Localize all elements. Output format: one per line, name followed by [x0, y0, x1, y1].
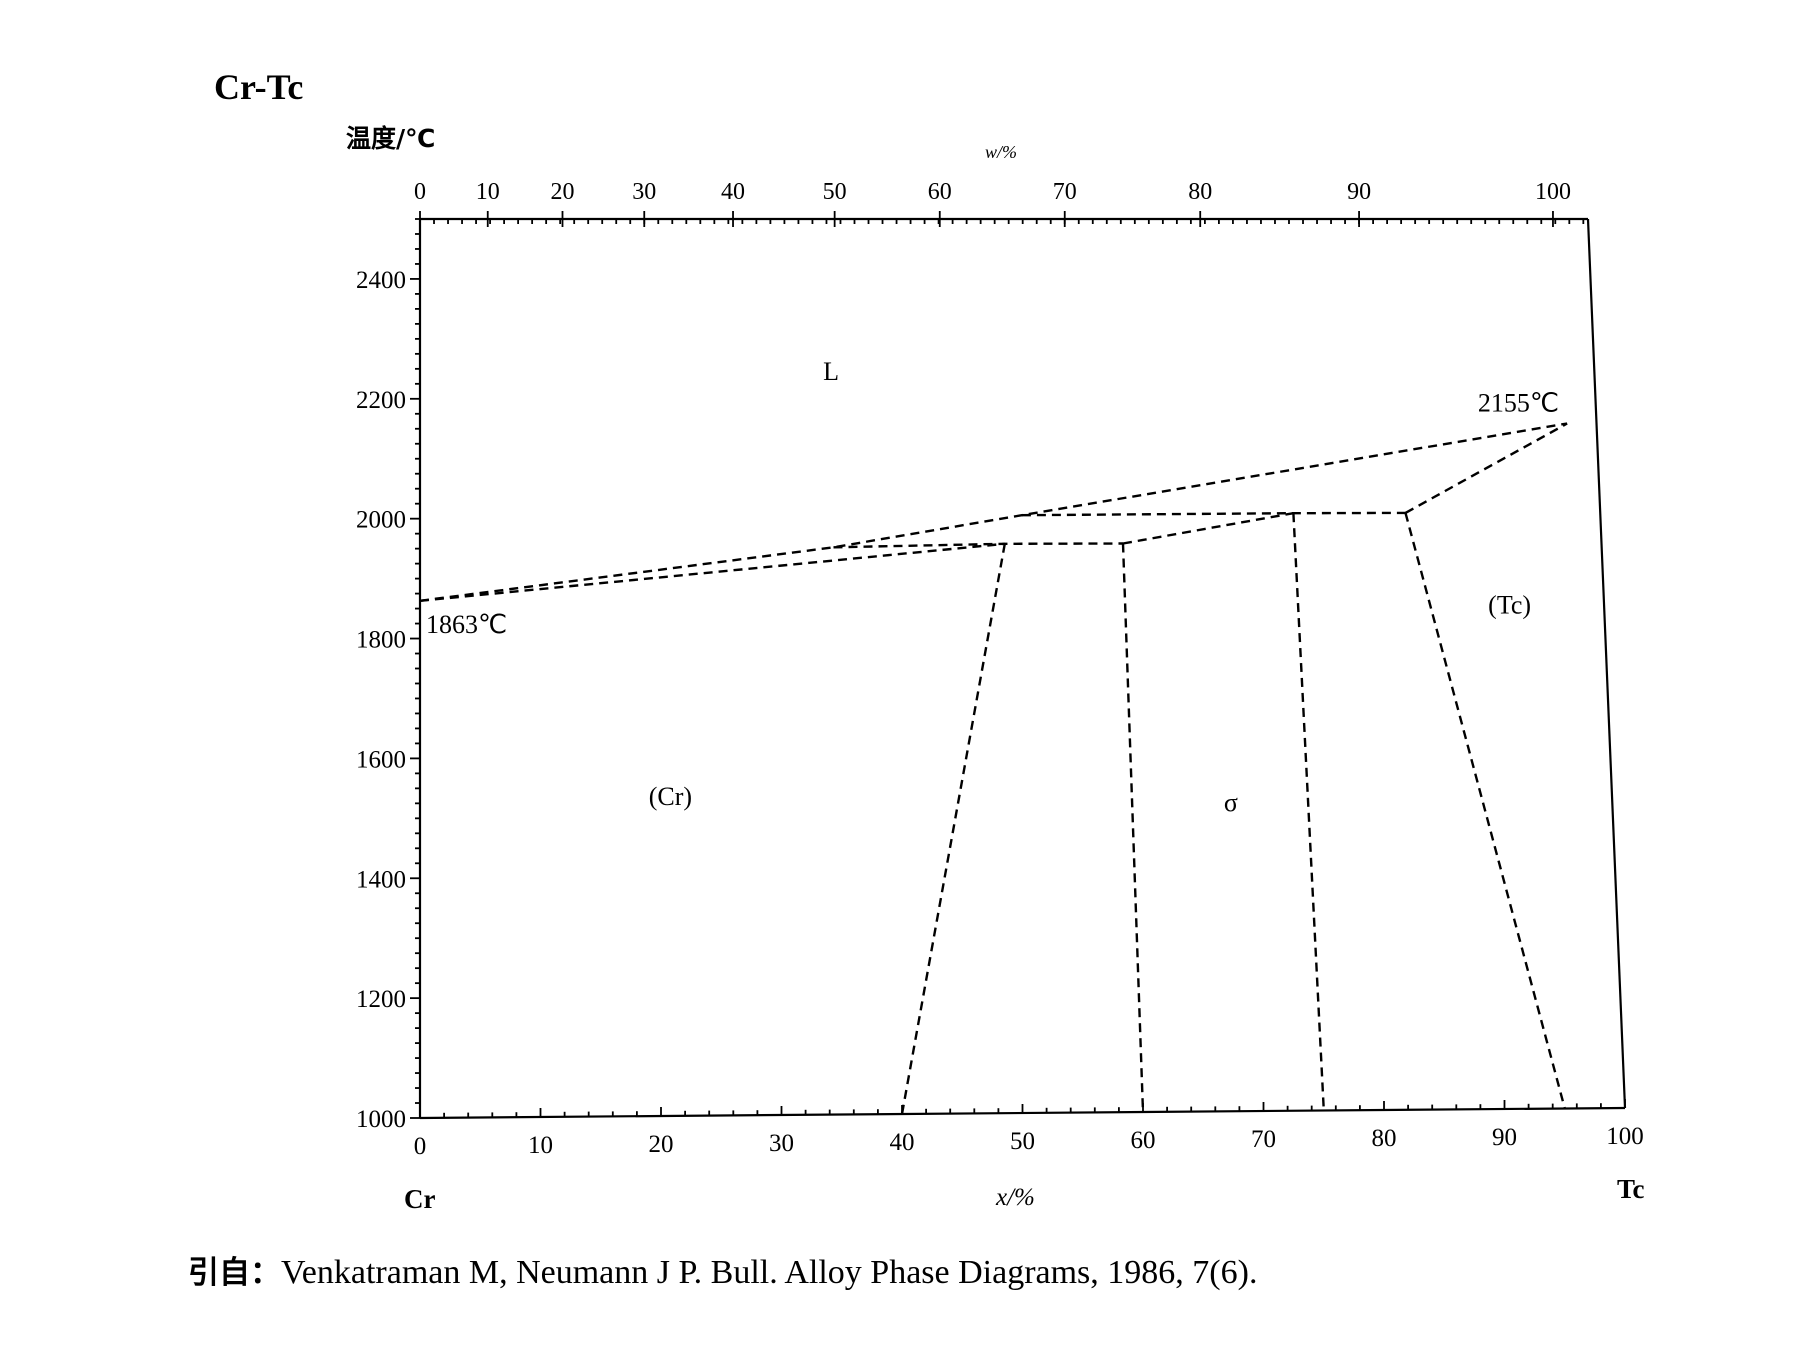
citation: 引自：Venkatraman M, Neumann J P. Bull. All… — [188, 1254, 1257, 1291]
top-tick-label: 100 — [1535, 179, 1571, 205]
phase-label-sigma: σ — [1224, 788, 1238, 817]
x-tick-label: 70 — [1251, 1126, 1276, 1153]
y-tick-label: 2400 — [356, 267, 406, 294]
left-element-label: Cr — [404, 1184, 435, 1214]
phase-region-labels: L (Cr) σ (Tc) — [649, 357, 1531, 817]
top-tick-label: 50 — [823, 179, 847, 205]
y-axis-ticks: 1000 1200 1400 1600 1800 2000 2200 2400 — [356, 218, 420, 1133]
phase-label-liquid: L — [823, 357, 839, 386]
phase-boundaries — [419, 422, 1568, 1115]
boundary-cr-solvus — [900, 543, 1006, 1115]
right-axis-line — [1586, 218, 1627, 1109]
y-tick-label: 2200 — [356, 387, 406, 414]
y-axis-label: 温度/℃ — [346, 124, 435, 153]
citation-text: Venkatraman M, Neumann J P. Bull. Alloy … — [281, 1254, 1257, 1291]
x-tick-label: 10 — [528, 1132, 553, 1159]
x-tick-label: 0 — [414, 1133, 427, 1160]
boundary-sigma-top — [1122, 512, 1294, 545]
top-tick-label: 30 — [632, 179, 656, 205]
boundary-tc-solvus — [1404, 512, 1566, 1109]
boundary-liquidus — [419, 422, 1568, 602]
x-axis-ticks: 0 10 20 30 40 50 60 70 80 90 100 — [414, 1099, 1644, 1160]
x-tick-label: 50 — [1010, 1128, 1035, 1155]
y-tick-label: 1400 — [356, 866, 406, 893]
y-tick-label: 1600 — [356, 746, 406, 773]
top-tick-label: 10 — [476, 179, 500, 205]
x-tick-label: 40 — [890, 1129, 915, 1156]
top-tick-label: 80 — [1188, 179, 1212, 205]
top-tick-label: 0 — [414, 179, 426, 205]
y-tick-label: 1200 — [356, 986, 406, 1013]
tc-melting-point-label: 2155℃ — [1478, 389, 1559, 418]
boundary-solidus — [419, 542, 1005, 602]
x-tick-label: 80 — [1372, 1125, 1397, 1152]
boundary-tc-solidus — [1404, 422, 1568, 514]
boundary-sigma-left — [1121, 543, 1145, 1113]
top-axis-ticks: 0 10 20 30 40 50 60 70 80 90 100 — [414, 179, 1585, 227]
top-tick-label: 70 — [1053, 179, 1077, 205]
top-axis-label: w/% — [985, 142, 1017, 162]
x-tick-label: 60 — [1131, 1127, 1156, 1154]
phase-label-cr: (Cr) — [649, 782, 692, 811]
top-tick-label: 90 — [1347, 179, 1371, 205]
citation-prefix: 引自： — [188, 1255, 281, 1291]
boundary-peritectic-2000 — [1021, 511, 1406, 517]
top-tick-label: 60 — [928, 179, 952, 205]
x-tick-label: 100 — [1606, 1123, 1644, 1150]
y-tick-label: 1000 — [356, 1106, 406, 1133]
y-tick-label: 1800 — [356, 627, 406, 654]
special-point-labels: 1863℃ 2155℃ — [426, 389, 1559, 639]
boundary-sigma-right — [1292, 513, 1325, 1111]
plot-frame — [418, 217, 1627, 1120]
right-element-label: Tc — [1617, 1174, 1645, 1204]
x-tick-label: 90 — [1492, 1124, 1517, 1151]
x-tick-label: 20 — [649, 1131, 674, 1158]
cr-melting-point-label: 1863℃ — [426, 610, 507, 639]
bottom-axis-label: x/% — [995, 1184, 1035, 1211]
figure-title: Cr-Tc — [214, 67, 303, 107]
y-tick-label: 2000 — [356, 507, 406, 534]
top-tick-label: 20 — [550, 179, 574, 205]
top-tick-label: 40 — [721, 179, 745, 205]
x-tick-label: 30 — [769, 1130, 794, 1157]
phase-label-tc: (Tc) — [1488, 590, 1531, 619]
